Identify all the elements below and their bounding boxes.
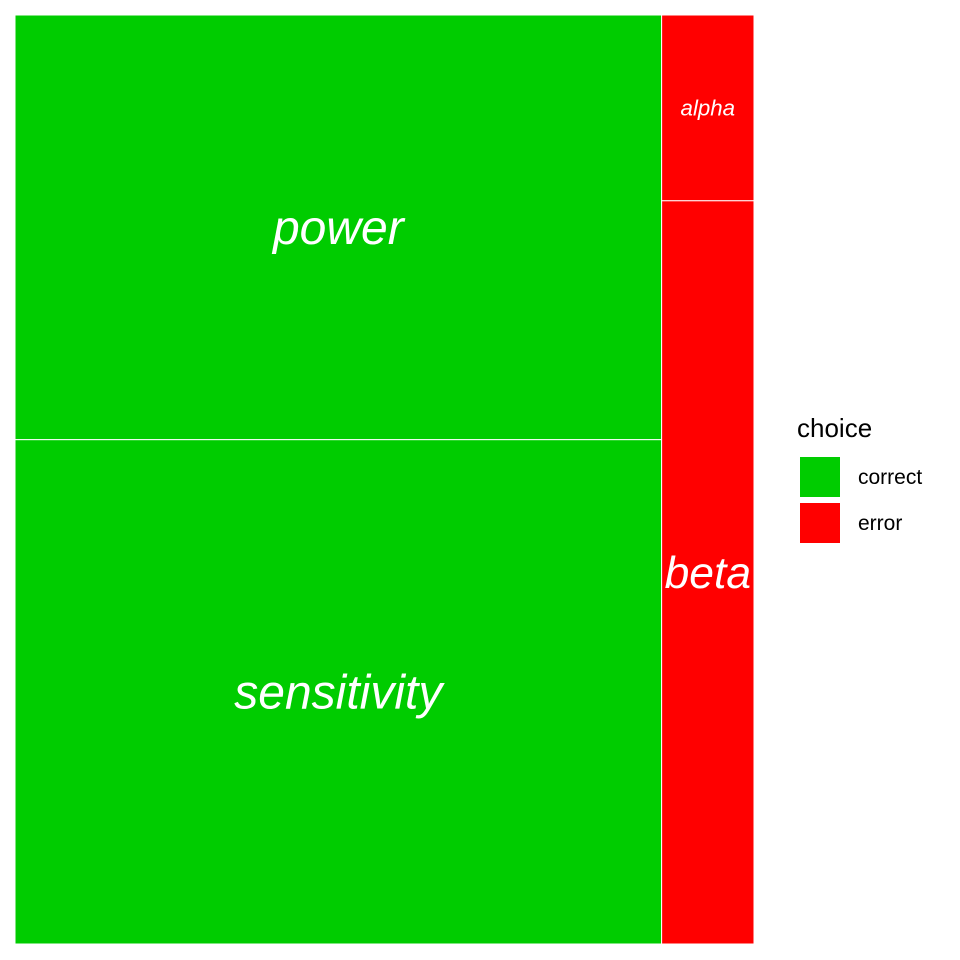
tile-sensitivity [14,439,663,945]
legend: choice correct error [797,413,922,545]
tile-label-sensitivity: sensitivity [234,667,445,720]
tile-label-power: power [271,202,406,255]
legend-label-error: error [858,512,902,535]
legend-key-correct [798,455,842,499]
legend-label-correct: correct [858,466,922,489]
tile-power [14,14,663,441]
tiles-layer: power sensitivity alpha beta [14,14,755,945]
tile-label-beta: beta [665,549,751,598]
legend-entries: correct error [798,455,922,545]
legend-key-error [798,501,842,545]
legend-title: choice [797,413,872,443]
tile-alpha [661,14,755,202]
tile-label-alpha: alpha [681,96,736,121]
tile-beta [661,200,755,945]
